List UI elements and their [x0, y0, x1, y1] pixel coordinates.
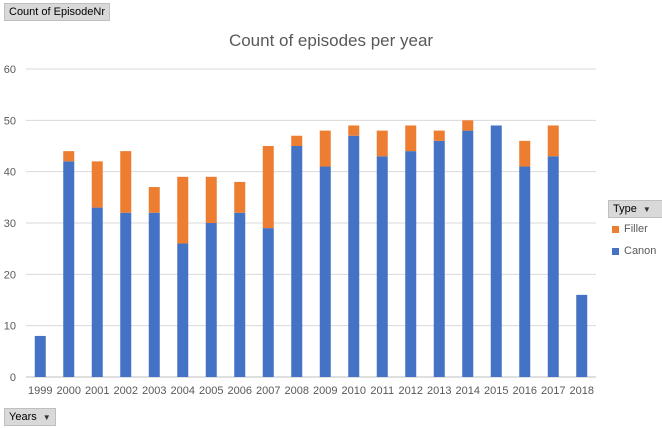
- x-tick-label: 2008: [285, 385, 309, 397]
- bar-filler: [234, 181, 246, 213]
- bar-filler: [405, 125, 417, 152]
- bar-canon: [519, 166, 531, 377]
- x-tick-label: 1999: [28, 385, 52, 397]
- x-tick-label: 2009: [313, 385, 337, 397]
- legend-swatch-canon: [612, 247, 619, 255]
- bar-canon: [177, 243, 189, 377]
- x-tick-label: 2010: [342, 385, 366, 397]
- y-tick-label: 20: [4, 269, 16, 281]
- bar-canon: [490, 125, 502, 377]
- x-tick-label: 2007: [256, 385, 280, 397]
- x-tick-label: 2014: [456, 385, 480, 397]
- bar-filler: [120, 151, 132, 213]
- x-tick-label: 2011: [370, 385, 394, 397]
- bar-filler: [462, 120, 474, 131]
- x-tick-label: 2017: [541, 385, 565, 397]
- x-tick-label: 2003: [142, 385, 166, 397]
- bar-filler: [262, 146, 274, 229]
- y-tick-label: 0: [10, 372, 16, 384]
- bar-canon: [262, 228, 274, 377]
- x-tick-label: 2000: [57, 385, 81, 397]
- legend-label-canon: Canon: [624, 245, 657, 257]
- x-tick-label: 2016: [513, 385, 537, 397]
- bar-filler: [519, 140, 531, 167]
- bar-canon: [433, 140, 445, 377]
- legend-label-filler: Filler: [624, 223, 648, 235]
- bar-canon: [63, 161, 75, 377]
- x-tick-label: 2012: [399, 385, 423, 397]
- bar-canon: [576, 294, 588, 377]
- bar-canon: [148, 212, 160, 377]
- bar-canon: [291, 146, 303, 377]
- values-field-label: Count of EpisodeNr: [9, 6, 105, 18]
- chevron-down-icon[interactable]: ▼: [642, 205, 651, 214]
- bar-filler: [547, 125, 559, 157]
- bar-canon: [205, 223, 217, 377]
- chevron-down-icon[interactable]: ▼: [42, 413, 51, 422]
- axis-field-button[interactable]: Years ▼: [4, 408, 56, 426]
- bar-canon: [547, 156, 559, 377]
- bar-canon: [462, 130, 474, 377]
- bar-canon: [319, 166, 331, 377]
- axis-field-label: Years: [9, 411, 37, 423]
- bar-filler: [91, 161, 103, 208]
- legend-swatch-filler: [612, 225, 619, 233]
- x-tick-label: 2006: [228, 385, 252, 397]
- y-tick-label: 10: [4, 321, 16, 333]
- bar-filler: [291, 135, 303, 146]
- y-tick-label: 30: [4, 218, 16, 230]
- x-tick-label: 2004: [171, 385, 195, 397]
- bar-canon: [405, 151, 417, 377]
- bar-filler: [177, 176, 189, 244]
- legend-item-canon: Canon: [612, 245, 656, 257]
- bar-canon: [234, 212, 246, 377]
- bar-canon: [120, 212, 132, 377]
- chart-title: Count of episodes per year: [228, 31, 434, 50]
- y-tick-label: 60: [4, 64, 16, 76]
- legend-item-filler: Filler: [612, 223, 648, 235]
- bar-filler: [433, 130, 445, 141]
- bar-canon: [348, 135, 360, 377]
- bar-canon: [376, 156, 388, 377]
- x-tick-label: 2005: [199, 385, 223, 397]
- bar-filler: [348, 125, 360, 136]
- bar-filler: [148, 187, 160, 213]
- bar-filler: [319, 130, 331, 167]
- y-tick-label: 40: [4, 167, 16, 179]
- bar-filler: [63, 151, 75, 162]
- bar-canon: [34, 335, 46, 377]
- legend-field-label: Type: [613, 203, 637, 215]
- bar-filler: [376, 130, 388, 157]
- values-field-button[interactable]: Count of EpisodeNr: [4, 3, 110, 21]
- x-tick-label: 2001: [85, 385, 109, 397]
- x-tick-label: 2015: [484, 385, 508, 397]
- x-tick-label: 2013: [427, 385, 451, 397]
- x-tick-label: 2002: [114, 385, 138, 397]
- x-tick-label: 2018: [570, 385, 594, 397]
- bar-filler: [205, 176, 217, 223]
- y-tick-label: 50: [4, 115, 16, 127]
- legend-field-button[interactable]: Type ▼: [608, 200, 662, 218]
- bar-canon: [91, 207, 103, 377]
